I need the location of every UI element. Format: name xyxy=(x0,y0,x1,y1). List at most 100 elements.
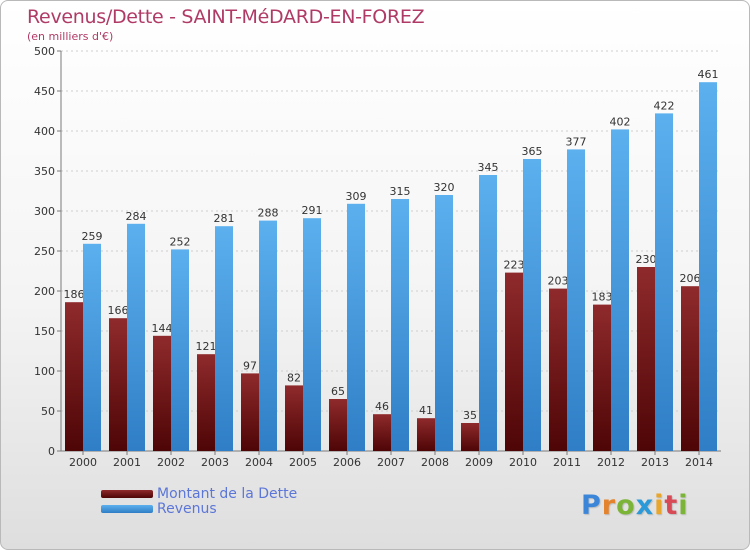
data-label-dette: 230 xyxy=(636,253,657,266)
x-tick-label: 2000 xyxy=(69,456,97,469)
y-tick-label: 450 xyxy=(34,85,55,98)
chart-subtitle: (en milliers d'€) xyxy=(27,30,114,43)
data-label-revenus: 284 xyxy=(126,210,147,223)
y-tick-label: 0 xyxy=(48,445,55,458)
y-tick-label: 500 xyxy=(34,45,55,58)
bar-dette xyxy=(461,423,479,451)
x-tick-label: 2001 xyxy=(113,456,141,469)
bar-revenus xyxy=(523,159,541,451)
data-label-revenus: 315 xyxy=(390,185,411,198)
bar-revenus xyxy=(567,149,585,451)
logo-letter: i xyxy=(678,490,689,521)
data-label-revenus: 291 xyxy=(302,204,323,217)
x-tick-label: 2010 xyxy=(509,456,537,469)
data-label-dette: 65 xyxy=(331,385,345,398)
data-label-revenus: 252 xyxy=(170,235,191,248)
y-tick-label: 300 xyxy=(34,205,55,218)
x-tick-label: 2004 xyxy=(245,456,273,469)
data-label-revenus: 288 xyxy=(258,207,279,220)
bar-revenus xyxy=(435,195,453,451)
bar-revenus xyxy=(303,218,321,451)
x-tick-label: 2012 xyxy=(597,456,625,469)
data-label-revenus: 422 xyxy=(654,99,675,112)
bar-dette xyxy=(329,399,347,451)
bar-dette xyxy=(417,418,435,451)
x-tick-label: 2003 xyxy=(201,456,229,469)
data-label-revenus: 345 xyxy=(478,161,499,174)
y-tick-label: 50 xyxy=(41,405,55,418)
y-tick-label: 200 xyxy=(34,285,55,298)
data-label-dette: 35 xyxy=(463,409,477,422)
y-tick-label: 150 xyxy=(34,325,55,338)
x-tick-label: 2002 xyxy=(157,456,185,469)
logo-letter: t xyxy=(664,490,679,521)
bar-revenus xyxy=(171,249,189,451)
data-label-revenus: 402 xyxy=(610,115,631,128)
bar-dette xyxy=(637,267,655,451)
x-tick-label: 2006 xyxy=(333,456,361,469)
chart-title: Revenus/Dette - SAINT-MéDARD-EN-FOREZ xyxy=(27,6,425,28)
bar-dette xyxy=(285,385,303,451)
legend-label-revenus: Revenus xyxy=(157,501,217,517)
bar-revenus xyxy=(83,243,101,451)
data-label-dette: 97 xyxy=(243,359,257,372)
bar-revenus xyxy=(347,203,365,451)
data-label-dette: 144 xyxy=(152,322,173,335)
data-label-dette: 223 xyxy=(504,259,525,272)
logo-letter: o xyxy=(616,490,636,521)
data-label-dette: 121 xyxy=(196,340,217,353)
bar-dette xyxy=(109,318,127,451)
proxiti-logo: Proxiti xyxy=(581,490,689,521)
y-tick-label: 100 xyxy=(34,365,55,378)
x-tick-label: 2009 xyxy=(465,456,493,469)
legend-swatch-revenus xyxy=(101,505,153,513)
data-label-revenus: 309 xyxy=(346,190,367,203)
bar-revenus xyxy=(215,226,233,451)
bar-dette xyxy=(549,288,567,451)
bar-revenus xyxy=(391,199,409,451)
bar-revenus xyxy=(127,223,145,451)
bar-dette xyxy=(65,302,83,451)
data-label-dette: 203 xyxy=(548,275,569,288)
logo-letter: i xyxy=(654,490,665,521)
legend-swatch-dette xyxy=(101,490,153,498)
x-tick-label: 2013 xyxy=(641,456,669,469)
data-label-revenus: 259 xyxy=(82,230,103,243)
data-label-dette: 206 xyxy=(680,272,701,285)
y-tick-label: 400 xyxy=(34,125,55,138)
bar-dette xyxy=(505,272,523,451)
x-tick-label: 2014 xyxy=(685,456,713,469)
data-label-revenus: 281 xyxy=(214,212,235,225)
bar-revenus xyxy=(259,220,277,451)
bar-dette xyxy=(593,304,611,451)
bar-dette xyxy=(681,286,699,451)
x-tick-label: 2007 xyxy=(377,456,405,469)
logo-letter: x xyxy=(635,490,655,521)
bar-revenus xyxy=(611,129,629,451)
y-tick-label: 250 xyxy=(34,245,55,258)
bar-revenus xyxy=(699,82,717,451)
x-tick-label: 2008 xyxy=(421,456,449,469)
bar-dette xyxy=(153,335,171,451)
bar-dette xyxy=(197,354,215,451)
logo-letter: P xyxy=(581,490,602,521)
logo-letter: r xyxy=(601,490,617,521)
data-label-dette: 41 xyxy=(419,404,433,417)
data-label-revenus: 377 xyxy=(566,135,587,148)
bar-revenus xyxy=(655,113,673,452)
y-tick-label: 350 xyxy=(34,165,55,178)
legend-label-dette: Montant de la Dette xyxy=(157,486,298,502)
data-label-dette: 82 xyxy=(287,371,301,384)
x-tick-label: 2011 xyxy=(553,456,581,469)
data-label-dette: 186 xyxy=(64,288,85,301)
bar-dette xyxy=(373,414,391,451)
data-label-revenus: 365 xyxy=(522,145,543,158)
data-label-revenus: 320 xyxy=(434,181,455,194)
x-tick-label: 2005 xyxy=(289,456,317,469)
bar-revenus xyxy=(479,175,497,451)
bar-dette xyxy=(241,373,259,451)
data-label-dette: 46 xyxy=(375,400,389,413)
data-label-dette: 166 xyxy=(108,304,129,317)
